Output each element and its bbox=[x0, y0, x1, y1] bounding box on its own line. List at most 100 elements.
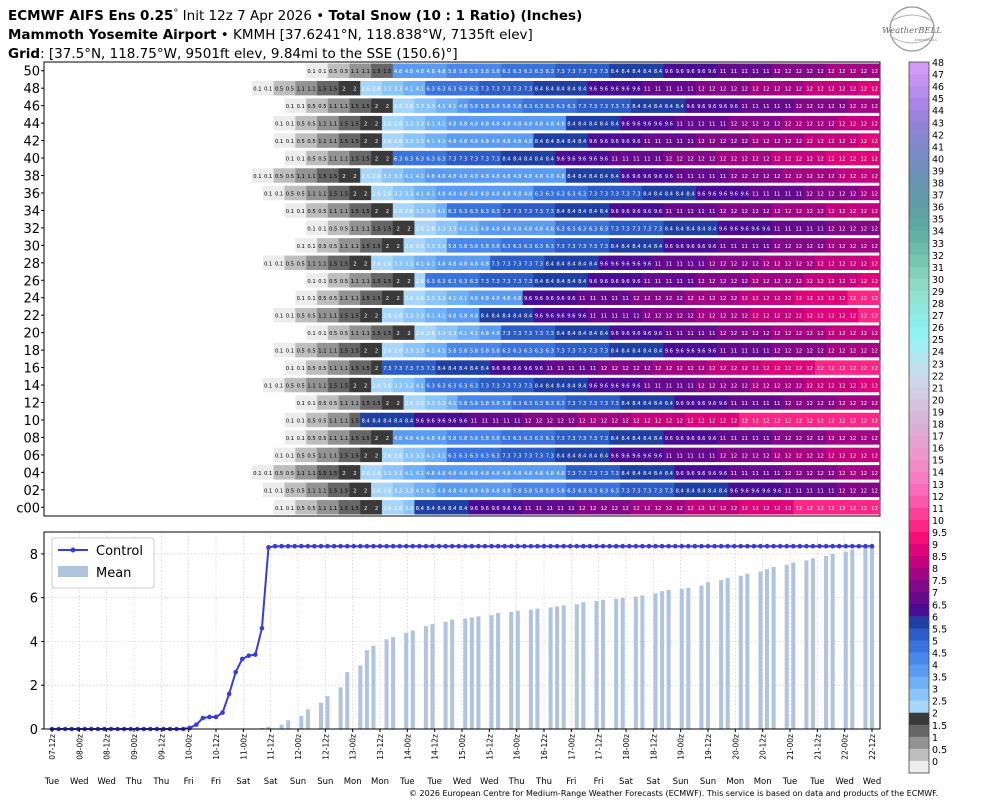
table-cell bbox=[544, 133, 556, 148]
table-cell bbox=[479, 115, 491, 131]
table-cell-value: 12 bbox=[850, 157, 857, 163]
y-tick-label: 4 bbox=[30, 635, 38, 650]
table-cell bbox=[457, 133, 469, 148]
table-cell bbox=[695, 150, 708, 166]
table-cell-value: 12 bbox=[644, 314, 651, 320]
table-cell-value: 2.6 bbox=[427, 226, 435, 232]
table-cell bbox=[825, 63, 837, 78]
table-cell-value: 9.6 bbox=[621, 453, 629, 459]
colorbar-label: 19 bbox=[932, 407, 944, 418]
table-cell-value: 9.6 bbox=[448, 418, 456, 424]
weekday-label: Sun bbox=[317, 777, 333, 787]
colorbar-label: 0 bbox=[932, 757, 938, 768]
table-cell-value: 12 bbox=[785, 314, 792, 320]
table-cell-value: 12 bbox=[709, 157, 716, 163]
mean-bar bbox=[640, 595, 645, 729]
table-cell-value: 0.1 bbox=[264, 87, 272, 93]
table-cell-value: 12 bbox=[817, 261, 824, 267]
table-cell-value: 2.6 bbox=[383, 349, 391, 355]
table-cell-value: 4.1 bbox=[427, 349, 435, 355]
table-cell-value: 7.3 bbox=[556, 69, 564, 75]
table-cell-value: 8.4 bbox=[524, 314, 533, 320]
table-cell-value: 12 bbox=[687, 296, 694, 302]
colorbar-swatch bbox=[909, 206, 929, 220]
table-cell bbox=[306, 115, 318, 131]
table-cell-value: 8.4 bbox=[697, 226, 706, 232]
table-cell-value: 8.4 bbox=[686, 191, 695, 197]
mean-bar bbox=[528, 609, 533, 729]
table-cell bbox=[739, 203, 751, 218]
table-cell bbox=[403, 185, 415, 201]
table-cell bbox=[663, 133, 675, 148]
table-cell-value: 8.4 bbox=[535, 139, 544, 145]
table-cell bbox=[468, 98, 480, 113]
weekday-label: Mon bbox=[726, 777, 744, 787]
control-point bbox=[272, 543, 278, 549]
table-cell bbox=[533, 203, 545, 218]
table-cell-value: 12 bbox=[720, 209, 727, 215]
table-cell bbox=[685, 220, 697, 236]
table-cell-value: 6.3 bbox=[535, 436, 543, 442]
control-point bbox=[331, 543, 337, 549]
table-cell-value: 0.5 bbox=[329, 279, 337, 285]
table-cell-value: 11 bbox=[720, 349, 727, 355]
mean-bar bbox=[686, 587, 691, 729]
table-cell bbox=[544, 150, 556, 166]
table-cell-value: 12 bbox=[741, 87, 748, 93]
table-cell-value: 12 bbox=[720, 331, 727, 337]
x-tick-label: 16-12z bbox=[540, 734, 549, 760]
table-cell bbox=[403, 168, 415, 183]
table-cell bbox=[544, 238, 556, 253]
table-cell bbox=[327, 80, 339, 96]
table-cell-value: 8.4 bbox=[654, 349, 663, 355]
table-cell bbox=[533, 185, 545, 201]
table-cell bbox=[641, 98, 653, 113]
table-cell-value: 4.1 bbox=[416, 261, 424, 267]
table-cell-value: 12 bbox=[795, 209, 802, 215]
weekday-label: Fri bbox=[184, 777, 194, 787]
table-cell bbox=[717, 63, 729, 78]
table-cell bbox=[284, 150, 296, 166]
table-cell-value: 2 bbox=[375, 453, 378, 459]
table-cell bbox=[414, 63, 426, 78]
table-cell-value: 12 bbox=[806, 87, 813, 93]
table-cell bbox=[425, 150, 437, 166]
mean-bar bbox=[581, 602, 586, 729]
table-cell bbox=[739, 133, 751, 148]
table-cell-value: 9.6 bbox=[632, 87, 640, 93]
table-cell bbox=[652, 98, 664, 113]
table-cell-value: 2 bbox=[397, 401, 400, 407]
colorbar-swatch bbox=[909, 254, 929, 268]
table-cell bbox=[652, 133, 664, 148]
table-cell bbox=[457, 80, 469, 96]
colorbar-swatch bbox=[909, 736, 929, 750]
table-cell-value: 2 bbox=[364, 314, 367, 320]
table-cell bbox=[522, 115, 534, 131]
table-cell-value: 7.3 bbox=[524, 209, 532, 215]
table-cell-value: 4.8 bbox=[481, 261, 489, 267]
table-cell-value: 1.5 bbox=[383, 331, 391, 337]
mean-bar bbox=[423, 626, 428, 729]
colorbar-label: 4 bbox=[932, 661, 938, 672]
table-cell-value: 11 bbox=[731, 244, 738, 250]
table-cell-value: 9.6 bbox=[654, 174, 662, 180]
table-cell-value: 12 bbox=[817, 471, 824, 477]
table-cell-value: 12 bbox=[828, 174, 835, 180]
table-cell bbox=[306, 185, 318, 201]
table-cell-value: 9.6 bbox=[719, 401, 727, 407]
table-cell bbox=[652, 150, 664, 166]
table-cell-value: 3.3 bbox=[416, 122, 424, 128]
table-cell bbox=[598, 168, 610, 183]
table-cell-value: 5.8 bbox=[513, 488, 521, 494]
table-cell-value: 6.3 bbox=[459, 453, 467, 459]
table-cell bbox=[522, 80, 534, 96]
table-cell-value: 2.6 bbox=[383, 384, 391, 390]
table-cell bbox=[858, 220, 870, 236]
table-cell-value: 0.1 bbox=[253, 174, 261, 180]
table-cell bbox=[338, 168, 350, 183]
table-cell-value: 6.3 bbox=[481, 209, 489, 215]
table-cell-value: 7.3 bbox=[502, 87, 510, 93]
colorbar-swatch bbox=[909, 519, 929, 533]
table-cell bbox=[446, 238, 459, 253]
table-cell bbox=[338, 63, 350, 78]
